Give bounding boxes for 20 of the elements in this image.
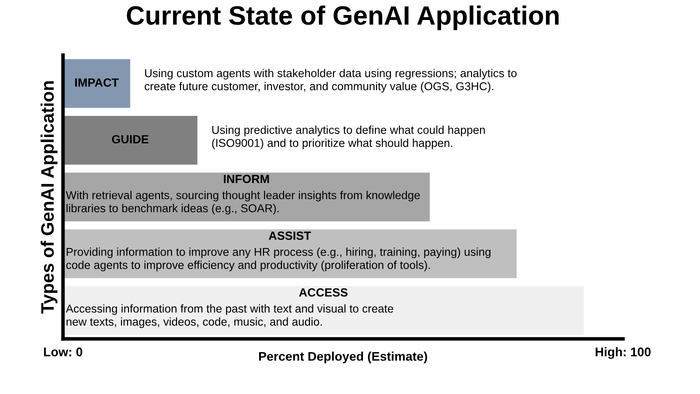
annotation: Providing information to improve any HR process (e.g., hiring, training, paying) using code agents to improve efficiency and productivity (proliferation of tools). xyxy=(66,248,490,272)
bar xyxy=(63,229,517,278)
y-tick-label: INFORM xyxy=(224,174,269,184)
bar xyxy=(63,286,584,335)
y-axis-title: Types of GenAI Application xyxy=(40,81,58,314)
y-tick-label: IMPACT xyxy=(75,78,119,87)
chart-title: Current State of GenAI Application xyxy=(126,5,559,30)
annotation: Using custom agents with stakeholder data using regressions; analytics to create future customer, investor, and community value (OGS, G3HC). xyxy=(144,68,517,93)
x-axis-title: Percent Deployed (Estimate) xyxy=(259,352,428,364)
y-tick-label: ASSIST xyxy=(268,232,311,240)
bar xyxy=(63,59,130,108)
x-tick-label: Low: 0 xyxy=(44,348,82,356)
annotation: With retrieval agents, sourcing thought leader insights from knowledge libraries to benchmark ideas (e.g., SOAR). xyxy=(66,190,420,215)
annotation: Using predictive analytics to define what could happen (ISO9001) and to prioritize what should happen. xyxy=(212,126,485,150)
y-tick-label: GUIDE xyxy=(112,135,148,144)
x-tick-label: High: 100 xyxy=(596,347,651,359)
annotation: Accessing information from the past with text and visual to create new texts, images, videos, code, music, and audio. xyxy=(66,304,394,328)
y-tick-label: ACCESS xyxy=(299,288,348,297)
bar xyxy=(63,116,198,165)
bar xyxy=(63,172,430,222)
